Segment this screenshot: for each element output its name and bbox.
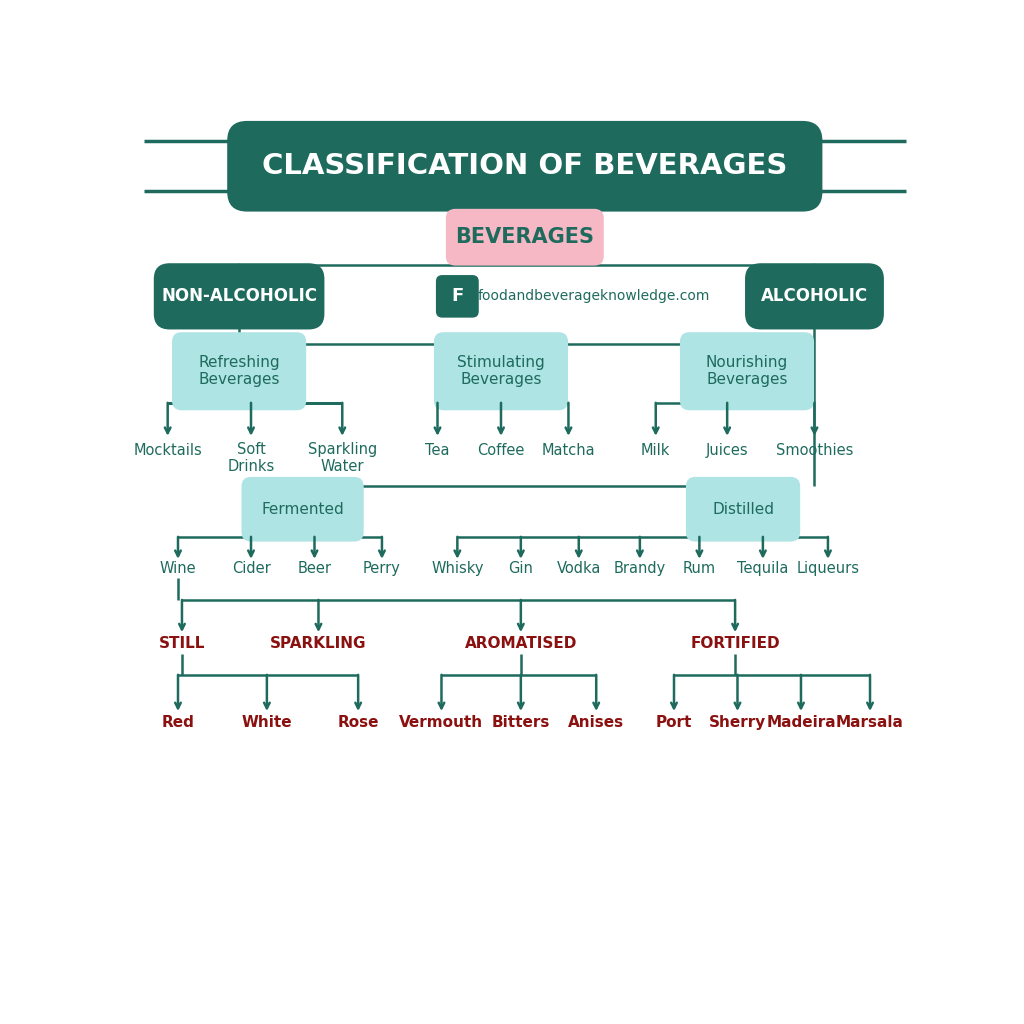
FancyBboxPatch shape <box>686 477 800 542</box>
Text: Refreshing
Beverages: Refreshing Beverages <box>199 355 280 387</box>
FancyBboxPatch shape <box>745 263 884 330</box>
Text: Distilled: Distilled <box>712 502 774 517</box>
Text: Stimulating
Beverages: Stimulating Beverages <box>457 355 545 387</box>
Text: Beer: Beer <box>298 561 332 575</box>
FancyBboxPatch shape <box>434 332 568 411</box>
Text: AROMATISED: AROMATISED <box>465 636 577 651</box>
Text: Whisky: Whisky <box>431 561 483 575</box>
Text: Port: Port <box>655 715 692 730</box>
Text: Rose: Rose <box>337 715 379 730</box>
Text: Milk: Milk <box>641 442 671 458</box>
Text: Gin: Gin <box>508 561 534 575</box>
FancyBboxPatch shape <box>436 275 479 317</box>
Text: ALCOHOLIC: ALCOHOLIC <box>761 288 868 305</box>
Text: White: White <box>242 715 292 730</box>
Text: Wine: Wine <box>160 561 197 575</box>
Text: NON-ALCOHOLIC: NON-ALCOHOLIC <box>161 288 317 305</box>
Text: Rum: Rum <box>683 561 716 575</box>
Text: foodandbeverageknowledge.com: foodandbeverageknowledge.com <box>478 290 711 303</box>
FancyBboxPatch shape <box>680 332 814 411</box>
Text: F: F <box>452 288 464 305</box>
Text: Soft
Drinks: Soft Drinks <box>227 441 274 474</box>
FancyBboxPatch shape <box>445 209 604 265</box>
FancyBboxPatch shape <box>154 263 325 330</box>
Text: Red: Red <box>162 715 195 730</box>
FancyBboxPatch shape <box>242 477 364 542</box>
Text: BEVERAGES: BEVERAGES <box>456 227 594 247</box>
Text: Fermented: Fermented <box>261 502 344 517</box>
Text: Vermouth: Vermouth <box>399 715 483 730</box>
Text: Mocktails: Mocktails <box>133 442 202 458</box>
Text: Madeira: Madeira <box>766 715 836 730</box>
Text: STILL: STILL <box>159 636 205 651</box>
Text: FORTIFIED: FORTIFIED <box>690 636 780 651</box>
Text: Smoothies: Smoothies <box>776 442 853 458</box>
Text: Coffee: Coffee <box>477 442 524 458</box>
Text: Brandy: Brandy <box>613 561 666 575</box>
Text: Sherry: Sherry <box>709 715 766 730</box>
Text: Bitters: Bitters <box>492 715 550 730</box>
Text: Anises: Anises <box>568 715 625 730</box>
Text: Tequila: Tequila <box>737 561 788 575</box>
Text: Juices: Juices <box>706 442 749 458</box>
Text: Matcha: Matcha <box>542 442 595 458</box>
Text: Cider: Cider <box>231 561 270 575</box>
Text: SPARKLING: SPARKLING <box>270 636 367 651</box>
Text: Nourishing
Beverages: Nourishing Beverages <box>706 355 788 387</box>
Text: Liqueurs: Liqueurs <box>797 561 859 575</box>
Text: Perry: Perry <box>364 561 400 575</box>
FancyBboxPatch shape <box>172 332 306 411</box>
Text: Marsala: Marsala <box>836 715 904 730</box>
Text: Vodka: Vodka <box>557 561 601 575</box>
Text: Sparkling
Water: Sparkling Water <box>307 441 377 474</box>
FancyBboxPatch shape <box>227 121 822 212</box>
Text: CLASSIFICATION OF BEVERAGES: CLASSIFICATION OF BEVERAGES <box>262 153 787 180</box>
Text: Tea: Tea <box>425 442 450 458</box>
